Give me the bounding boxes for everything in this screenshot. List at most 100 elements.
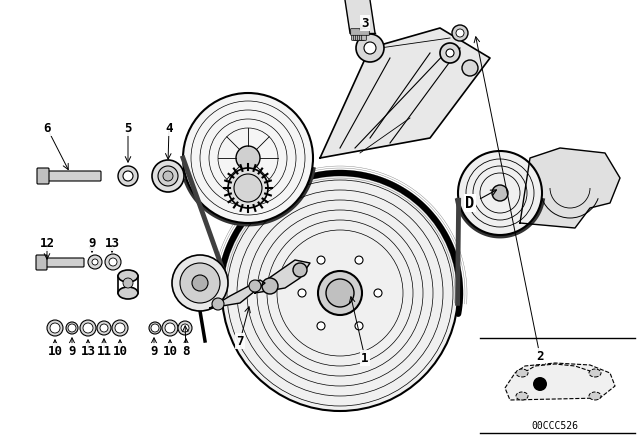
FancyBboxPatch shape [352, 34, 356, 40]
Text: 00CCC526: 00CCC526 [531, 421, 579, 431]
Circle shape [317, 256, 325, 264]
Circle shape [356, 34, 384, 62]
Ellipse shape [118, 287, 138, 299]
Circle shape [222, 175, 458, 411]
Circle shape [97, 321, 111, 335]
Ellipse shape [589, 392, 601, 400]
FancyBboxPatch shape [42, 258, 84, 267]
Text: 4: 4 [165, 121, 173, 134]
Circle shape [178, 321, 192, 335]
Circle shape [152, 160, 184, 192]
Circle shape [228, 168, 268, 208]
Text: 2: 2 [536, 349, 544, 362]
Text: 5: 5 [124, 121, 132, 134]
Text: 3: 3 [361, 17, 369, 30]
Circle shape [50, 323, 60, 333]
Text: D: D [465, 195, 475, 211]
Text: 1: 1 [361, 352, 369, 365]
Circle shape [440, 43, 460, 63]
FancyBboxPatch shape [44, 171, 101, 181]
Circle shape [364, 42, 376, 54]
Circle shape [492, 185, 508, 201]
Circle shape [112, 320, 128, 336]
Circle shape [163, 171, 173, 181]
Circle shape [83, 323, 93, 333]
Circle shape [452, 25, 468, 41]
Circle shape [236, 146, 260, 170]
Text: 6: 6 [44, 121, 51, 134]
Circle shape [183, 93, 313, 223]
Circle shape [212, 298, 224, 310]
Ellipse shape [118, 270, 138, 282]
Circle shape [115, 323, 125, 333]
Text: 9: 9 [150, 345, 157, 358]
Ellipse shape [516, 369, 528, 377]
Circle shape [298, 289, 306, 297]
Circle shape [92, 259, 98, 265]
FancyBboxPatch shape [354, 34, 358, 40]
Circle shape [172, 255, 228, 311]
Text: 9: 9 [88, 237, 96, 250]
Circle shape [446, 49, 454, 57]
Polygon shape [520, 148, 620, 228]
Ellipse shape [589, 369, 601, 377]
Circle shape [180, 263, 220, 303]
Text: 9: 9 [68, 345, 76, 358]
Circle shape [326, 279, 354, 307]
FancyBboxPatch shape [37, 168, 49, 184]
Polygon shape [320, 28, 490, 158]
Polygon shape [210, 280, 265, 308]
Polygon shape [255, 260, 310, 293]
Circle shape [149, 322, 161, 334]
Circle shape [123, 278, 133, 288]
Circle shape [318, 271, 362, 315]
Text: 12: 12 [40, 237, 54, 250]
Circle shape [162, 320, 178, 336]
Circle shape [123, 171, 133, 181]
Text: 11: 11 [97, 345, 111, 358]
Circle shape [66, 322, 78, 334]
FancyBboxPatch shape [351, 29, 369, 35]
FancyBboxPatch shape [36, 255, 47, 270]
Circle shape [165, 323, 175, 333]
Circle shape [262, 278, 278, 294]
Text: 10: 10 [47, 345, 63, 358]
FancyBboxPatch shape [362, 34, 366, 40]
Circle shape [458, 151, 542, 235]
Circle shape [355, 256, 363, 264]
Circle shape [456, 29, 464, 37]
Circle shape [100, 324, 108, 332]
Circle shape [355, 322, 363, 330]
Circle shape [88, 255, 102, 269]
Text: 7: 7 [236, 335, 244, 348]
FancyBboxPatch shape [356, 34, 360, 40]
Circle shape [462, 60, 478, 76]
Circle shape [68, 324, 76, 332]
Circle shape [192, 275, 208, 291]
Circle shape [234, 174, 262, 202]
Text: 8: 8 [182, 345, 189, 358]
Text: 13: 13 [104, 237, 120, 250]
Circle shape [158, 166, 178, 186]
Polygon shape [505, 363, 615, 400]
Circle shape [151, 324, 159, 332]
Circle shape [80, 320, 96, 336]
Circle shape [181, 324, 189, 332]
Text: 8: 8 [182, 345, 189, 358]
Circle shape [118, 166, 138, 186]
Text: 10: 10 [163, 345, 177, 358]
Text: 13: 13 [81, 345, 95, 358]
Circle shape [293, 263, 307, 277]
Circle shape [249, 280, 261, 292]
Circle shape [109, 258, 117, 266]
Circle shape [374, 289, 382, 297]
Circle shape [47, 320, 63, 336]
Polygon shape [345, 0, 375, 33]
Circle shape [105, 254, 121, 270]
Circle shape [317, 322, 325, 330]
Circle shape [533, 377, 547, 391]
Text: 10: 10 [113, 345, 127, 358]
FancyBboxPatch shape [360, 34, 364, 40]
FancyBboxPatch shape [358, 34, 362, 40]
Ellipse shape [516, 392, 528, 400]
